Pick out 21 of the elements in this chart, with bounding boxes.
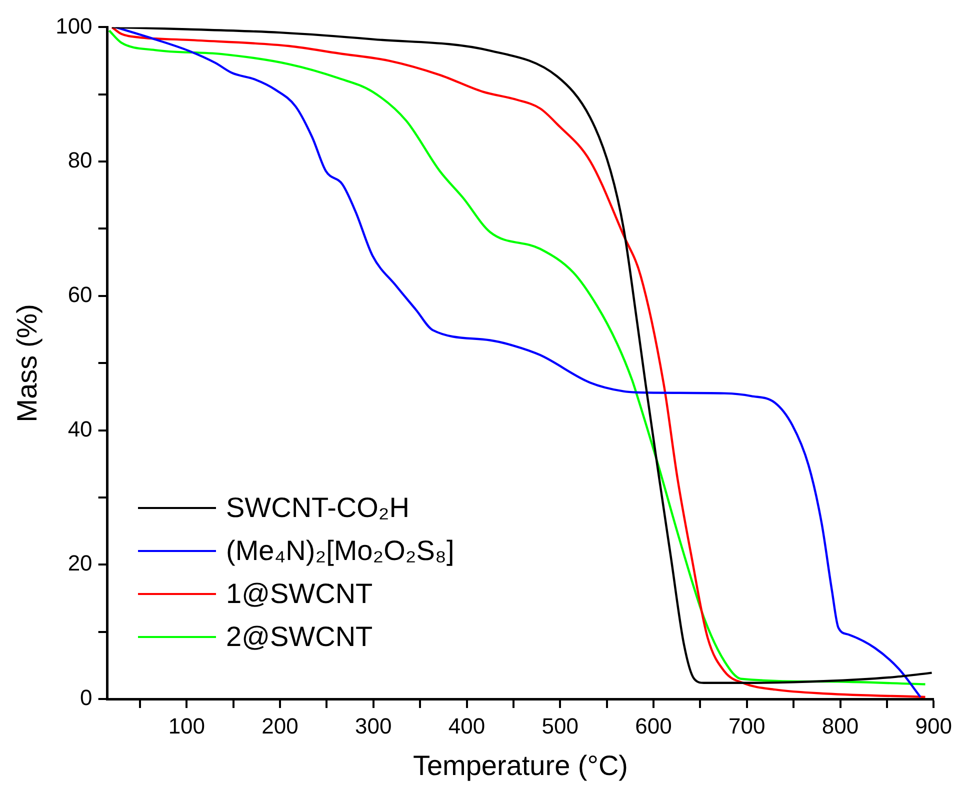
legend-label: 1@SWCNT [226, 577, 373, 611]
y-tick-label: 20 [68, 550, 92, 576]
x-tick-label: 800 [822, 713, 859, 738]
y-tick-label: 60 [68, 282, 92, 307]
y-tick-label: 100 [56, 13, 92, 38]
legend-label: SWCNT-CO₂H [226, 491, 410, 525]
x-tick-label: 900 [915, 713, 952, 738]
x-tick-label: 700 [728, 713, 766, 738]
x-tick-label: 100 [168, 713, 206, 738]
legend-label: 2@SWCNT [226, 620, 373, 654]
legend-label: (Me₄N)₂[Mo₂O₂S₈] [226, 534, 454, 568]
y-axis-title: Mass (%) [12, 304, 43, 422]
x-tick-label: 200 [262, 713, 298, 738]
x-tick-label: 400 [448, 713, 486, 738]
y-tick-label: 0 [80, 685, 92, 710]
y-tick-label: 80 [68, 148, 92, 173]
y-tick-label: 40 [68, 416, 92, 442]
x-tick-label: 300 [355, 713, 392, 738]
x-axis-title: Temperature (°C) [412, 750, 628, 781]
x-tick-label: 600 [635, 713, 672, 738]
x-tick-label: 500 [542, 713, 579, 738]
